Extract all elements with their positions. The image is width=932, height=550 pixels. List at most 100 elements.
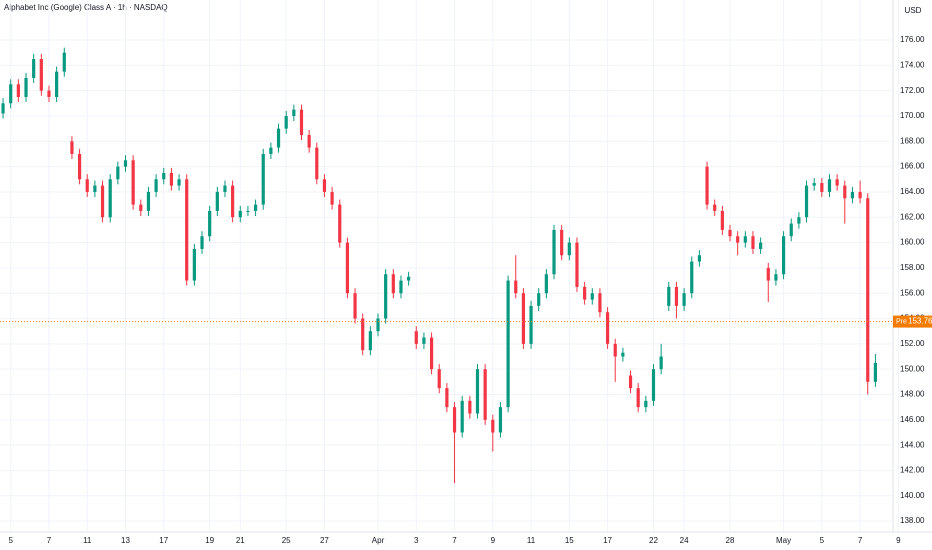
candle-body	[345, 242, 350, 294]
candle-body	[697, 255, 702, 262]
candle-body	[85, 179, 89, 192]
candle-body	[498, 407, 503, 433]
candle-body	[330, 191, 334, 205]
candle-body	[621, 352, 625, 357]
y-tick-label: 160.00	[900, 238, 925, 247]
x-tick-label: 21	[236, 536, 245, 545]
x-tick-label: 13	[121, 536, 130, 545]
last-price-tag: Pre	[896, 318, 907, 325]
x-tick-label: 24	[680, 536, 689, 545]
y-tick-label: 146.00	[900, 415, 925, 424]
candle-body	[720, 210, 724, 230]
candle-body	[774, 274, 778, 281]
candle-body	[100, 185, 105, 218]
candle-body	[361, 318, 365, 351]
candle-body	[820, 183, 824, 192]
candle-body	[276, 128, 281, 148]
candle-body	[858, 191, 862, 199]
candle-body	[200, 236, 204, 249]
x-tick-label: 7	[858, 536, 863, 545]
candle-body	[16, 84, 20, 97]
candle-body	[47, 90, 51, 97]
candle-body	[590, 293, 594, 300]
candle-body	[55, 71, 59, 97]
x-tick-label: 5	[8, 536, 13, 545]
candle-body	[437, 369, 441, 389]
x-tick-label: 17	[603, 536, 612, 545]
candle-body	[384, 274, 388, 319]
candle-body	[9, 84, 13, 104]
candle-body	[315, 147, 319, 180]
candle-body	[93, 185, 97, 192]
candle-body	[491, 419, 495, 433]
candle-body	[529, 305, 533, 344]
candle-body	[223, 185, 227, 192]
candle-body	[146, 191, 151, 211]
x-tick-label: 17	[159, 536, 168, 545]
y-tick-label: 138.00	[900, 516, 925, 525]
candle-body	[24, 77, 28, 97]
candle-body	[261, 153, 265, 205]
candle-body	[353, 293, 357, 319]
candle-body	[322, 179, 327, 192]
candle-body	[131, 160, 135, 205]
x-tick-label: Apr	[372, 536, 385, 545]
candle-body	[797, 217, 801, 224]
candle-body	[659, 356, 663, 370]
x-tick-label: 15	[565, 536, 574, 545]
x-tick-label: 3	[414, 536, 419, 545]
candle-body	[376, 318, 380, 332]
candle-body	[1, 103, 5, 114]
x-tick-label: 19	[205, 536, 214, 545]
y-tick-label: 176.00	[900, 35, 925, 44]
candle-body	[713, 204, 717, 211]
candle-body	[506, 280, 510, 408]
candle-body	[399, 280, 403, 294]
y-tick-label: 158.00	[900, 263, 925, 272]
candle-body	[162, 172, 166, 180]
candle-body	[70, 141, 74, 154]
candle-body	[215, 191, 219, 211]
candle-body	[246, 210, 250, 212]
x-tick-label: 22	[649, 536, 658, 545]
candle-body	[804, 185, 809, 218]
candle-body	[728, 229, 732, 237]
candle-body	[736, 236, 740, 243]
candle-body	[873, 362, 878, 382]
candle-body	[368, 331, 372, 351]
y-tick-label: 152.00	[900, 339, 925, 348]
candle-body	[598, 293, 602, 313]
candle-body	[812, 183, 816, 186]
candle-body	[139, 204, 143, 211]
candle-body	[521, 293, 526, 344]
candle-body	[123, 160, 128, 167]
candle-body	[743, 236, 747, 243]
candle-body	[544, 274, 548, 294]
candle-body	[208, 210, 212, 237]
x-tick-label: May	[776, 536, 791, 545]
chart-title: Alphabet Inc (Google) Class A · 1h · NAS…	[4, 3, 168, 12]
candle-body	[827, 179, 832, 192]
y-tick-label: 156.00	[900, 288, 925, 297]
y-tick-label: 164.00	[900, 187, 925, 196]
candle-body	[690, 261, 694, 294]
y-tick-label: 162.00	[900, 212, 925, 221]
candle-body	[169, 172, 174, 186]
candle-body	[429, 337, 434, 370]
candle-body	[307, 134, 311, 148]
candle-body	[628, 375, 633, 389]
x-tick-label: 9	[491, 536, 496, 545]
candle-body	[682, 293, 686, 306]
candle-body	[667, 286, 671, 306]
candle-body	[192, 248, 196, 281]
candle-body	[284, 115, 288, 129]
candle-body	[116, 166, 120, 180]
x-tick-label: 25	[282, 536, 291, 545]
candle-body	[644, 400, 648, 408]
candle-body	[567, 242, 571, 256]
candle-body	[605, 312, 610, 344]
candle-body	[292, 109, 296, 116]
x-tick-label: 11	[83, 536, 92, 545]
candle-body	[460, 400, 464, 433]
